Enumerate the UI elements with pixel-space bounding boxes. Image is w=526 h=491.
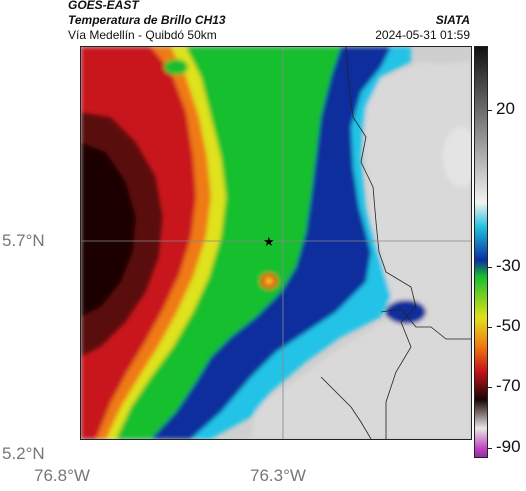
lon-label: 76.3°W bbox=[250, 466, 306, 485]
star-icon: ★ bbox=[263, 235, 275, 250]
brightness-temperature-field: ★ bbox=[81, 47, 471, 439]
lon-label: 76.8°W bbox=[34, 466, 90, 485]
colorbar-tick: -30 bbox=[496, 256, 521, 275]
colorbar-tick-mark bbox=[487, 387, 492, 388]
satellite-map[interactable]: ★ bbox=[80, 46, 472, 440]
colorbar-tick-mark bbox=[487, 327, 492, 328]
lat-label: 5.7°N bbox=[2, 231, 45, 250]
colorbar-tick-mark bbox=[487, 267, 492, 268]
colorbar-tick: -90 bbox=[496, 437, 521, 456]
product-subtitle: Temperatura de Brillo CH13 bbox=[68, 13, 226, 27]
colorbar-tick: 20 bbox=[496, 99, 515, 118]
timestamp-label: 2024-05-31 01:59 bbox=[375, 28, 470, 42]
colorbar-tick-mark bbox=[487, 448, 492, 449]
lat-label: 5.2°N bbox=[2, 444, 45, 463]
colorbar-tick-mark bbox=[487, 110, 492, 111]
brand-label: SIATA bbox=[435, 13, 470, 27]
colorbar bbox=[474, 46, 488, 458]
colorbar-tick: -70 bbox=[496, 376, 521, 395]
colorbar-tick: -50 bbox=[496, 316, 521, 335]
app-title: GOES-EAST bbox=[68, 0, 139, 12]
region-label: Vía Medellín - Quibdó 50km bbox=[68, 28, 217, 42]
